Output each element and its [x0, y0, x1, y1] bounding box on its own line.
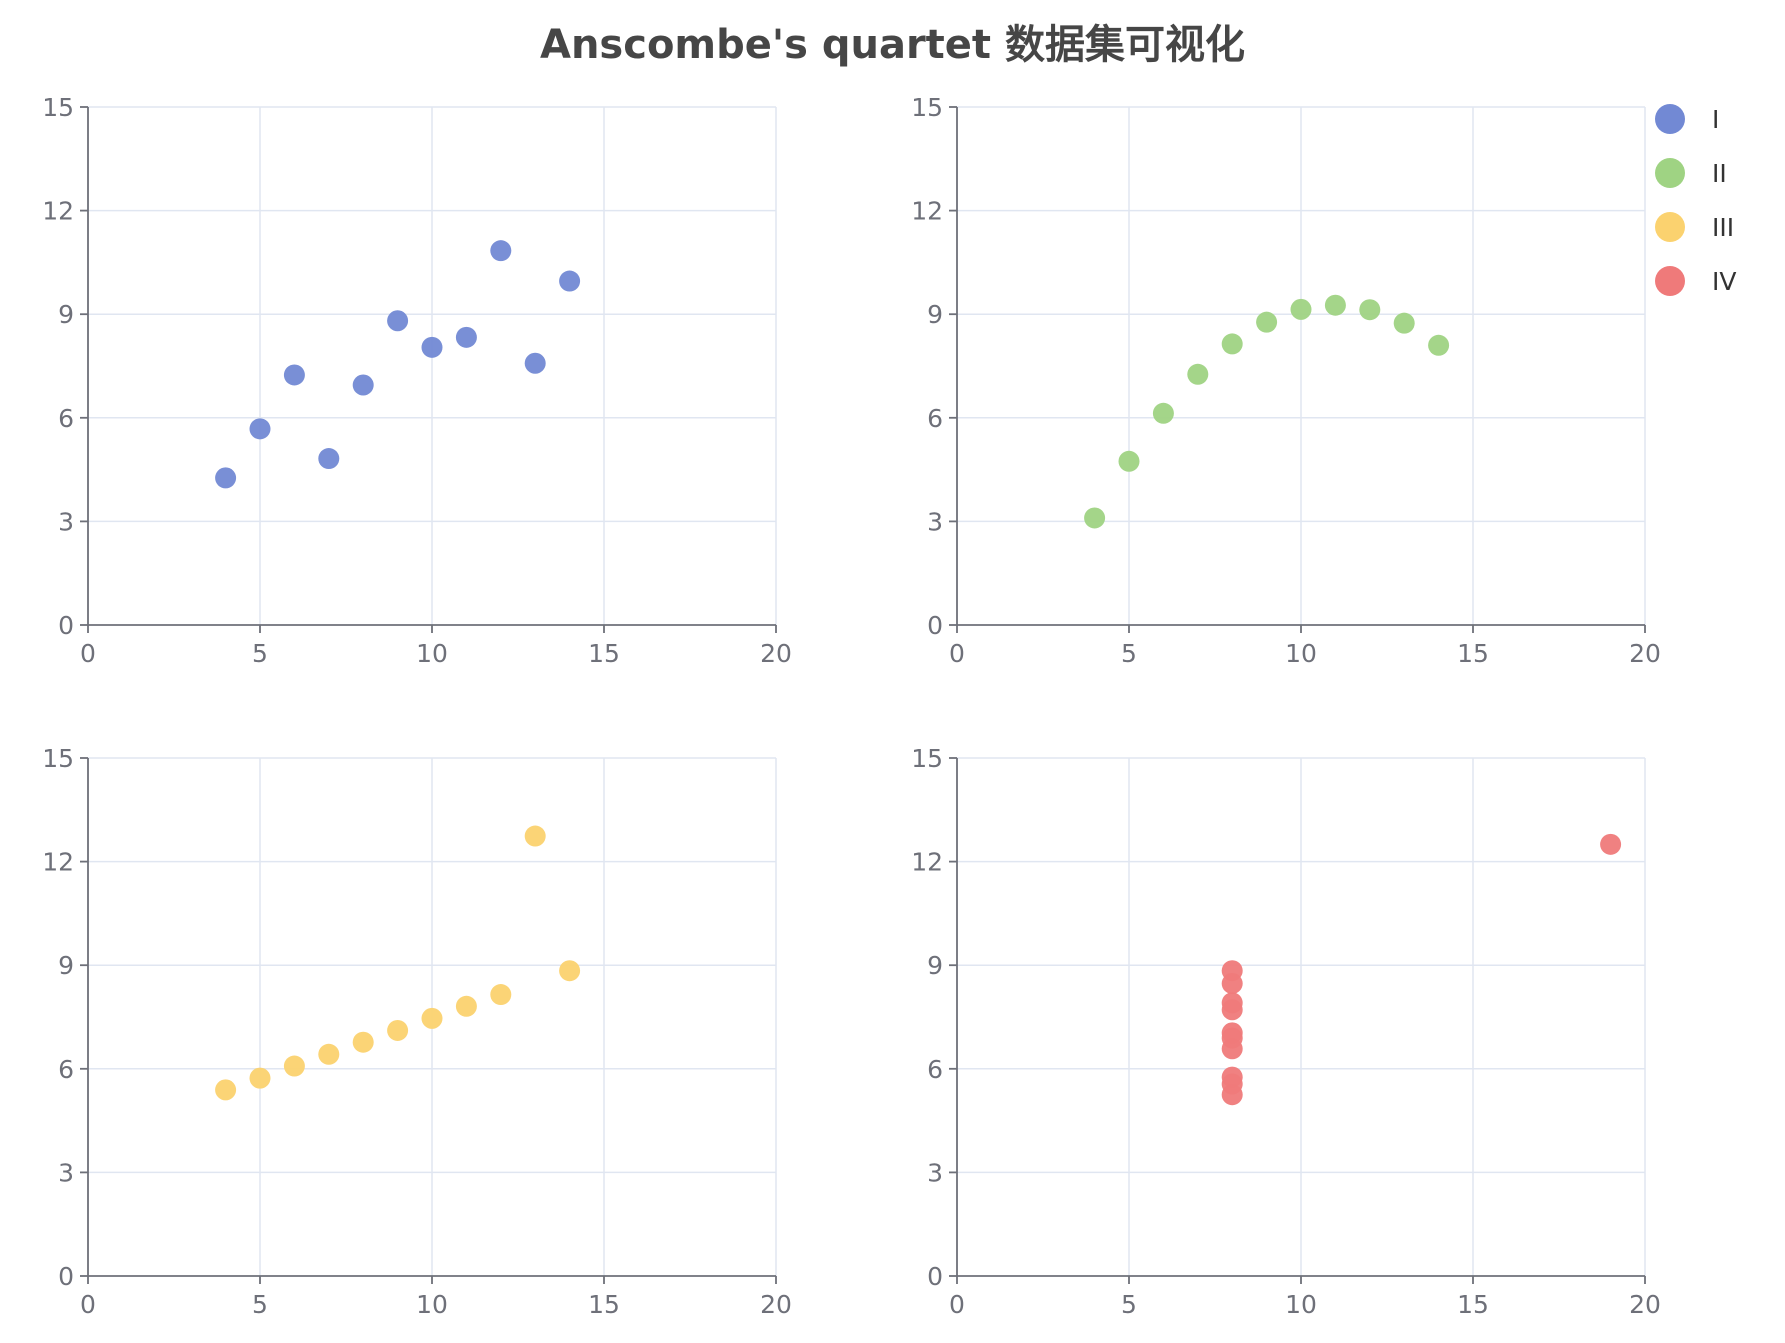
- legend-label: III: [1712, 213, 1734, 242]
- x-tick-label: 10: [416, 639, 448, 668]
- y-tick-label: 12: [911, 848, 943, 877]
- y-tick-label: 15: [42, 93, 74, 122]
- data-point: [318, 448, 340, 470]
- data-point: [559, 960, 581, 982]
- y-tick-label: 0: [58, 611, 74, 640]
- x-tick-label: 5: [252, 1290, 268, 1319]
- y-tick-label: 6: [927, 404, 943, 433]
- x-tick-label: 20: [760, 639, 792, 668]
- data-point: [1187, 363, 1209, 385]
- data-point: [1118, 450, 1140, 472]
- x-tick-label: 0: [949, 639, 965, 668]
- y-tick-label: 9: [927, 300, 943, 329]
- data-point: [1221, 1073, 1243, 1095]
- y-tick-label: 15: [42, 744, 74, 773]
- data-point: [352, 1031, 374, 1053]
- x-tick-label: 10: [1285, 639, 1317, 668]
- data-point: [1221, 992, 1243, 1014]
- legend-marker: [1655, 104, 1685, 134]
- x-tick-label: 5: [1121, 1290, 1137, 1319]
- y-tick-label: 6: [58, 1055, 74, 1084]
- x-tick-label: 0: [949, 1290, 965, 1319]
- data-point: [1221, 333, 1243, 355]
- data-point: [1428, 334, 1450, 356]
- data-point: [455, 995, 477, 1017]
- legend-label: II: [1712, 159, 1727, 188]
- x-tick-label: 20: [1629, 639, 1661, 668]
- y-tick-label: 15: [911, 744, 943, 773]
- y-tick-label: 12: [911, 197, 943, 226]
- y-tick-label: 9: [927, 951, 943, 980]
- data-point: [387, 1019, 409, 1041]
- data-point: [421, 336, 443, 358]
- data-point: [249, 1067, 271, 1089]
- data-point: [283, 1055, 305, 1077]
- data-point: [1221, 1027, 1243, 1049]
- legend-marker: [1655, 212, 1685, 242]
- data-point: [1393, 312, 1415, 334]
- data-point: [490, 240, 512, 262]
- data-point: [524, 825, 546, 847]
- y-tick-label: 0: [927, 1262, 943, 1291]
- x-tick-label: 5: [1121, 639, 1137, 668]
- x-tick-label: 15: [1457, 1290, 1489, 1319]
- data-point: [215, 467, 237, 489]
- x-tick-label: 5: [252, 639, 268, 668]
- data-point: [1221, 973, 1243, 995]
- y-tick-label: 9: [58, 300, 74, 329]
- legend-marker: [1655, 266, 1685, 296]
- x-tick-label: 0: [80, 1290, 96, 1319]
- chart-title: Anscombe's quartet 数据集可视化: [540, 22, 1245, 68]
- data-point: [1600, 833, 1622, 855]
- data-point: [490, 984, 512, 1006]
- x-tick-label: 0: [80, 639, 96, 668]
- data-point: [352, 374, 374, 396]
- y-tick-label: 15: [911, 93, 943, 122]
- y-tick-label: 9: [58, 951, 74, 980]
- data-point: [1084, 507, 1106, 529]
- x-tick-label: 15: [588, 639, 620, 668]
- y-tick-label: 12: [42, 848, 74, 877]
- x-tick-label: 10: [416, 1290, 448, 1319]
- y-tick-label: 6: [927, 1055, 943, 1084]
- y-tick-label: 0: [927, 611, 943, 640]
- data-point: [1290, 298, 1312, 320]
- y-tick-label: 12: [42, 197, 74, 226]
- x-tick-label: 20: [1629, 1290, 1661, 1319]
- data-point: [1256, 311, 1278, 333]
- y-tick-label: 3: [927, 507, 943, 536]
- data-point: [1324, 294, 1346, 316]
- data-point: [387, 310, 409, 332]
- x-tick-label: 10: [1285, 1290, 1317, 1319]
- data-point: [559, 270, 581, 292]
- data-point: [318, 1043, 340, 1065]
- x-tick-label: 15: [588, 1290, 620, 1319]
- data-point: [455, 326, 477, 348]
- data-point: [249, 418, 271, 440]
- y-tick-label: 3: [927, 1158, 943, 1187]
- y-tick-label: 3: [58, 1158, 74, 1187]
- data-point: [283, 364, 305, 386]
- y-tick-label: 3: [58, 507, 74, 536]
- data-point: [1359, 299, 1381, 321]
- y-tick-label: 6: [58, 404, 74, 433]
- legend-marker: [1655, 158, 1685, 188]
- legend-label: IV: [1712, 267, 1736, 296]
- data-point: [1152, 402, 1174, 424]
- legend-label: I: [1712, 105, 1719, 134]
- data-point: [421, 1007, 443, 1029]
- data-point: [524, 352, 546, 374]
- data-point: [215, 1079, 237, 1101]
- x-tick-label: 15: [1457, 639, 1489, 668]
- x-tick-label: 20: [760, 1290, 792, 1319]
- y-tick-label: 0: [58, 1262, 74, 1291]
